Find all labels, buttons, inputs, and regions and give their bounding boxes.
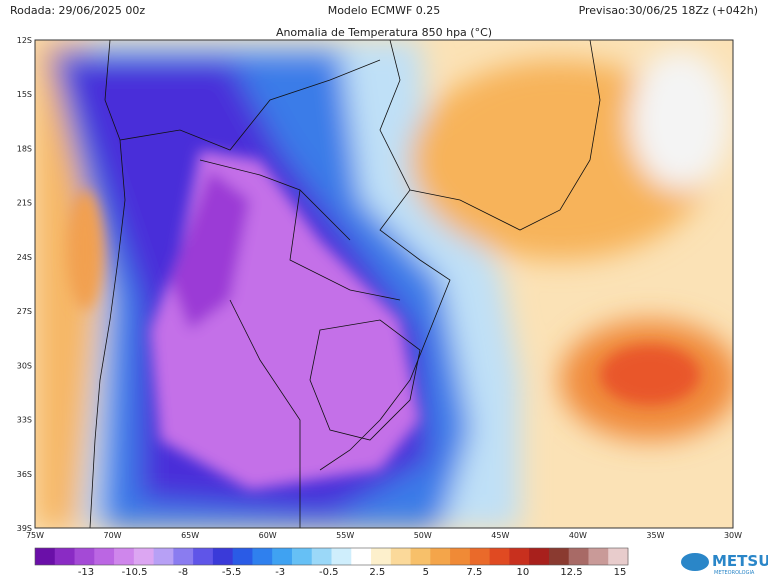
colorbar-swatch [410,548,431,565]
lon-label: 55W [336,531,354,540]
colorbar-swatch [331,548,352,565]
lon-labels: 75W 70W 65W 60W 55W 50W 45W 40W 35W 30W [26,531,742,540]
colorbar-swatch [351,548,372,565]
colorbar-label: 10 [517,567,530,577]
logo-tagline: METEOROLOGIA [714,570,755,576]
colorbar-swatch [390,548,412,565]
colorbar-swatch [232,548,253,565]
anomaly-field [35,40,733,528]
model-label: Modelo ECMWF 0.25 [328,4,441,17]
colorbar-swatch [193,548,214,565]
colorbar-label: -8 [178,567,188,577]
lon-label: 75W [26,531,44,540]
colorbar-swatch [35,548,56,565]
colorbar-swatch [153,548,174,565]
lon-label: 30W [724,531,742,540]
lat-label: 21S [17,199,32,208]
colorbar-label: 5 [423,567,429,577]
lat-label: 33S [17,416,32,425]
lon-label: 35W [646,531,664,540]
lon-label: 70W [104,531,122,540]
lat-labels: 12S 15S 18S 21S 24S 27S 30S 33S 36S 39S [17,36,32,533]
colorbar-label: -0.5 [319,567,339,577]
lat-label: 30S [17,361,32,370]
colorbar: -13 -10.5 -8 -5.5 -3 -0.5 2.5 5 7.5 10 12.5 15 [34,547,629,578]
colorbar-swatch [608,548,629,565]
logo: METSUL METEOROLOGIA [681,552,768,576]
lat-label: 36S [17,470,32,479]
lon-label: 45W [491,531,509,540]
map-title: Anomalia de Temperatura 850 hpa (°C) [276,26,492,39]
borders [89,40,601,528]
colorbar-swatch [588,548,609,565]
colorbar-label: -5.5 [222,567,242,577]
lon-label: 60W [259,531,277,540]
colorbar-label: 12.5 [560,567,582,577]
colorbar-label: 15 [614,567,627,577]
lat-label: 12S [17,36,32,45]
colorbar-swatch [450,548,471,565]
colorbar-swatch [430,548,451,565]
lat-label: 24S [17,253,32,262]
lat-label: 39S [17,524,32,533]
colorbar-frame [34,547,629,566]
lat-label: 18S [17,144,32,153]
colorbar-swatch [489,548,510,565]
colorbar-label: 7.5 [466,567,482,577]
colorbar-swatch [311,548,332,565]
lat-label: 27S [17,307,32,316]
lon-label: 40W [569,531,587,540]
lon-label: 65W [181,531,199,540]
colorbar-swatch [94,548,115,565]
colorbar-swatch [212,548,234,565]
colorbar-swatch [74,548,95,565]
forecast-label: Previsao:30/06/25 18Zz (+042h) [579,4,758,17]
colorbar-swatch [272,548,293,565]
lat-label: 15S [17,90,32,99]
colorbar-swatch [548,548,570,565]
colorbar-swatch [469,548,491,565]
lon-label: 50W [414,531,432,540]
colorbar-label: -13 [78,567,94,577]
colorbar-swatch [371,548,392,565]
colorbar-label: -10.5 [122,567,148,577]
map-frame [34,39,734,529]
colorbar-swatch [509,548,530,565]
colorbar-swatch [568,548,589,565]
colorbar-swatch [252,548,273,565]
colorbar-swatch [291,548,313,565]
colorbar-swatch [114,548,135,565]
colorbar-label: 2.5 [369,567,385,577]
colorbar-swatch [133,548,155,565]
colorbar-label: -3 [275,567,285,577]
run-label: Rodada: 29/06/2025 00z [10,4,145,17]
colorbar-swatch [54,548,76,565]
logo-name: METSUL [712,552,768,570]
colorbar-swatch [529,548,550,565]
colorbar-swatch [173,548,194,565]
